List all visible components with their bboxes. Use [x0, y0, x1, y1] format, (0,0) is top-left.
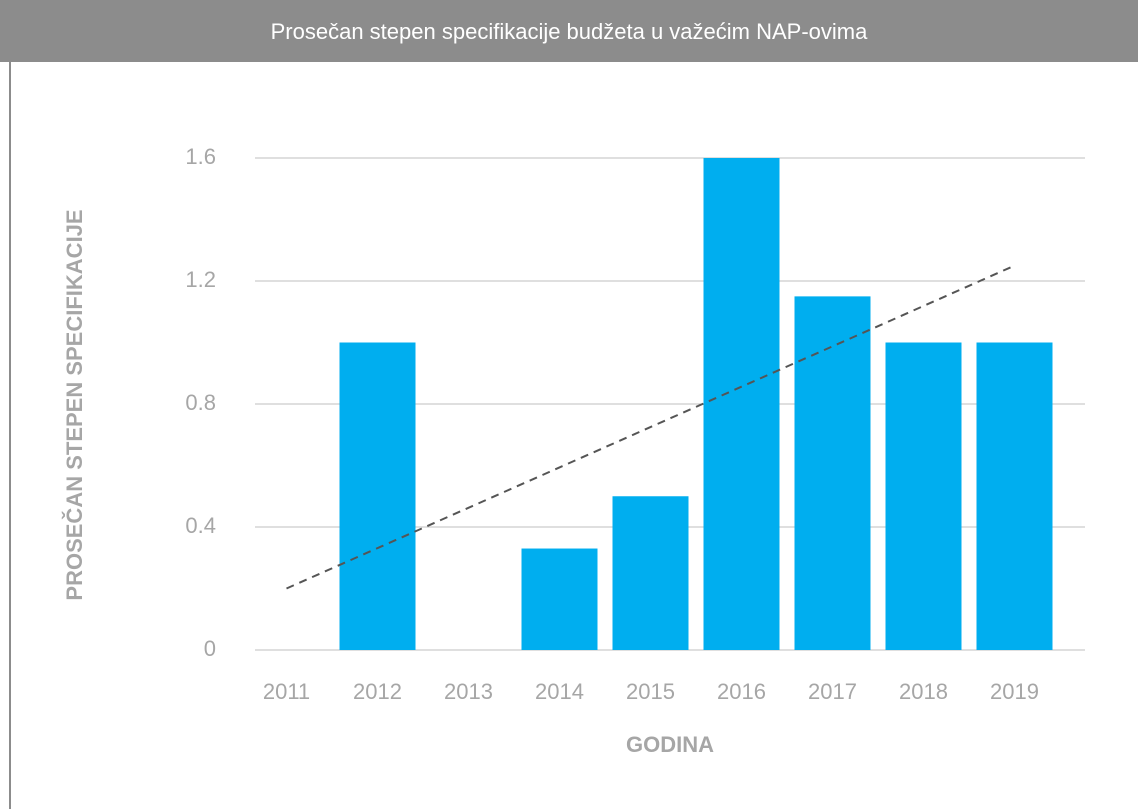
trendline [286, 264, 1015, 590]
x-tick-label: 2011 [263, 679, 310, 704]
x-tick-label: 2013 [444, 679, 493, 704]
bar [703, 158, 780, 650]
x-tick-label: 2019 [990, 679, 1039, 704]
bar [885, 342, 962, 650]
x-tick-label: 2017 [808, 679, 857, 704]
x-tick-label: 2016 [717, 679, 766, 704]
y-tick-label: 0.4 [185, 513, 216, 538]
y-tick-label: 1.2 [185, 267, 216, 292]
bar [612, 496, 689, 650]
chart-title: Prosečan stepen specifikacije budžeta u … [271, 19, 868, 44]
x-tick-label: 2018 [899, 679, 948, 704]
x-axis-label: GODINA [626, 732, 714, 757]
bar [521, 548, 598, 650]
x-tick-label: 2014 [535, 679, 584, 704]
y-tick-label: 0 [204, 636, 216, 661]
bar [339, 342, 416, 650]
x-tick-label: 2015 [626, 679, 675, 704]
y-axis-label: PROSEČAN STEPEN SPECIFIKACIJE [62, 209, 87, 600]
bar [976, 342, 1053, 650]
y-tick-label: 1.6 [185, 144, 216, 169]
header-bar [0, 0, 1138, 62]
bar [794, 296, 871, 650]
x-tick-label: 2012 [353, 679, 402, 704]
y-tick-label: 0.8 [185, 390, 216, 415]
